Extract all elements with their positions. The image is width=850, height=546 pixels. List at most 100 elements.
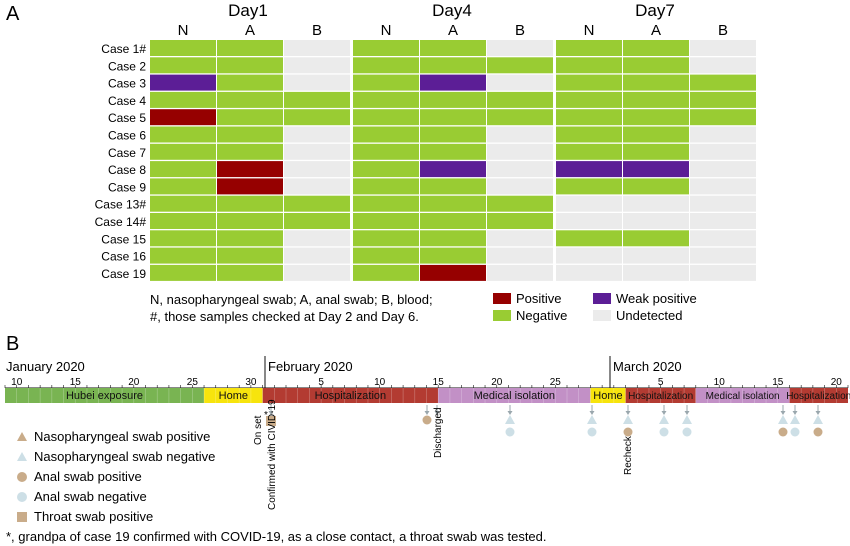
heatmap-cell [150, 247, 216, 264]
phase-bar [204, 388, 263, 403]
legend-throat-positive: Throat swab positive [34, 509, 153, 524]
heatmap-cell [556, 74, 622, 91]
heatmap-cell [284, 178, 350, 195]
case-label: Case 8 [108, 163, 146, 177]
axis-tick-label: 15 [772, 377, 784, 388]
legend-label-undetected: Undetected [616, 308, 683, 323]
heatmap-cell [353, 178, 419, 195]
anal-marker [587, 427, 597, 437]
legend-swatch-positive [493, 293, 511, 304]
heatmap-cell [284, 126, 350, 143]
case-label: Case 4 [108, 94, 146, 108]
day-header-2: Day4 [432, 1, 472, 20]
heatmap-cell [690, 178, 756, 195]
phase-label: Home [593, 390, 622, 402]
axis-tick-label: 5 [658, 377, 664, 388]
heatmap-cell [623, 264, 689, 281]
heatmap-cell [487, 74, 553, 91]
heatmap-cell [217, 57, 283, 74]
marker-arrowhead [625, 411, 631, 415]
anal-marker [623, 427, 633, 437]
axis-tick-label: 5 [318, 377, 324, 388]
sample-header-N-1: N [178, 22, 189, 39]
heatmap-cell [150, 161, 216, 178]
heatmap-cell [556, 213, 622, 229]
case-label: Case 7 [108, 146, 146, 160]
heatmap-cell [556, 40, 622, 56]
nasopharyngeal-marker [790, 415, 800, 424]
axis-tick-label: 20 [128, 377, 140, 388]
phase-bar [262, 388, 439, 403]
note-line-2: #, those samples checked at Day 2 and Da… [150, 309, 419, 324]
heatmap-cell [284, 109, 350, 126]
throat-marker [266, 416, 276, 426]
heatmap-cell [150, 178, 216, 195]
marker-arrowhead [434, 411, 440, 415]
heatmap-cell [420, 264, 486, 281]
phase-label: Hospitalization [315, 390, 387, 402]
sample-markers [266, 405, 823, 437]
heatmap-cell [150, 143, 216, 160]
sample-header-N-3: N [584, 22, 595, 39]
heatmap-cell [487, 57, 553, 74]
month-march: March 2020 [613, 359, 682, 374]
heatmap-cell [420, 178, 486, 195]
legend-label-negative: Negative [516, 308, 567, 323]
sample-header-A-2: A [448, 22, 458, 39]
heatmap-cell [556, 109, 622, 126]
heatmap-cell [217, 40, 283, 56]
heatmap-cell [420, 40, 486, 56]
heatmap-cell [690, 264, 756, 281]
marker-legend: Nasopharyngeal swab positive Nasopharyng… [17, 429, 215, 524]
axis-tick-label: 15 [70, 377, 82, 388]
case-label: Case 5 [108, 111, 146, 125]
heatmap-cell [690, 91, 756, 108]
heatmap-cell [420, 161, 486, 178]
heatmap-cell [487, 230, 553, 247]
axis-tick-label: 30 [245, 377, 257, 388]
event-onset: On set [253, 415, 264, 445]
heatmap-cell [623, 161, 689, 178]
case-label: Case 15 [101, 232, 146, 246]
phase-bar [695, 388, 790, 403]
heatmap-cell [150, 91, 216, 108]
status-heatmap [150, 40, 756, 281]
legend-circle-positive-icon [17, 472, 27, 482]
heatmap-cell [150, 126, 216, 143]
phase-bar [625, 388, 696, 403]
heatmap-cell [487, 264, 553, 281]
phase-bar [5, 388, 205, 403]
axis-tick-label: 10 [11, 377, 23, 388]
heatmap-cell [284, 91, 350, 108]
heatmap-cell [353, 230, 419, 247]
axis-tick-label: 10 [714, 377, 726, 388]
heatmap-cell [353, 247, 419, 264]
heatmap-cell [284, 195, 350, 212]
anal-marker [505, 427, 515, 437]
heatmap-cell [487, 178, 553, 195]
heatmap-cell [623, 57, 689, 74]
heatmap-cell [556, 247, 622, 264]
heatmap-cell [353, 195, 419, 212]
heatmap-cell [487, 40, 553, 56]
legend-square-positive-icon [17, 512, 27, 522]
date-axis: 10 15 20 25 30 5 10 15 20 25 5 10 15 20 [4, 377, 849, 389]
heatmap-cell [690, 143, 756, 160]
legend-anal-negative: Anal swab negative [34, 489, 147, 504]
event-onset-asterisk: * [264, 410, 268, 421]
nasopharyngeal-marker [505, 415, 515, 424]
heatmap-cell [150, 74, 216, 91]
legend-swatch-negative [493, 310, 511, 321]
case-label: Case 14# [95, 215, 147, 229]
heatmap-cell [353, 91, 419, 108]
month-january: January 2020 [6, 359, 85, 374]
heatmap-cell [420, 195, 486, 212]
heatmap-cell [623, 91, 689, 108]
heatmap-cell [284, 161, 350, 178]
case-label: Case 19 [101, 267, 146, 281]
heatmap-cell [217, 178, 283, 195]
heatmap-cell [623, 178, 689, 195]
heatmap-cell [690, 195, 756, 212]
